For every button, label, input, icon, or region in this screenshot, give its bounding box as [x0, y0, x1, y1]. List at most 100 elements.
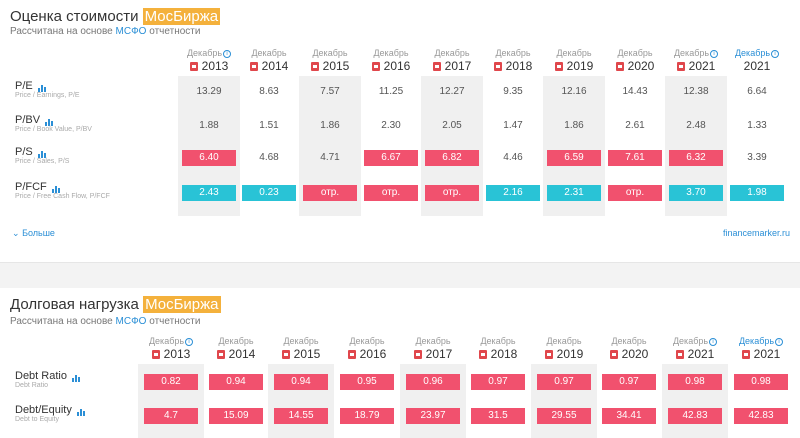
- column-header[interactable]: Декабрь 2016: [336, 336, 398, 361]
- ifrs-link[interactable]: МСФО: [115, 316, 147, 327]
- pdf-icon[interactable]: [371, 62, 380, 71]
- column-year: 2019: [543, 59, 605, 73]
- row-label: P/E Price / Earnings, P/E: [15, 80, 80, 99]
- source-link[interactable]: financemarker.ru: [722, 228, 790, 238]
- column-header[interactable]: Декабрь 2017: [421, 48, 483, 73]
- value-cell: 15.09: [209, 408, 263, 424]
- bar-chart-icon[interactable]: [71, 370, 81, 382]
- column-year: 2017: [402, 347, 464, 361]
- value-cell: отр.: [364, 185, 418, 201]
- column-header[interactable]: Декабрь 2019: [543, 48, 605, 73]
- value-cell: 2.16: [486, 185, 540, 201]
- column-year: 2017: [421, 59, 483, 73]
- pdf-icon[interactable]: [609, 350, 618, 359]
- section-divider: [0, 262, 800, 288]
- valuation-title: Оценка стоимости МосБиржа: [10, 8, 221, 25]
- info-icon[interactable]: i: [771, 50, 780, 58]
- pdf-icon[interactable]: [189, 62, 198, 71]
- column-header[interactable]: Декабрь 2020: [604, 48, 666, 73]
- metric-description: Debt Ratio: [15, 382, 49, 389]
- column-header[interactable]: Декабрь 2015: [299, 48, 361, 73]
- value-cell: 1.98: [730, 185, 784, 201]
- column-year: 2014: [205, 347, 267, 361]
- ifrs-link[interactable]: МСФО: [115, 26, 147, 37]
- bar-chart-icon[interactable]: [37, 80, 47, 92]
- info-icon[interactable]: i: [710, 50, 719, 58]
- pdf-icon[interactable]: [544, 350, 553, 359]
- bar-chart-icon[interactable]: [37, 146, 47, 158]
- column-header[interactable]: Декабрь 2018: [467, 336, 529, 361]
- column-year: 2015: [270, 347, 332, 361]
- column-month: Декабрь i: [140, 336, 202, 346]
- column-header[interactable]: Декабрь 2014: [238, 48, 300, 73]
- pdf-icon[interactable]: [554, 62, 563, 71]
- value-cell: 14.55: [274, 408, 328, 424]
- pdf-icon[interactable]: [478, 350, 487, 359]
- value-cell: 0.96: [406, 374, 460, 390]
- column-year: 2020: [604, 59, 666, 73]
- value-cell: 11.25: [378, 86, 404, 97]
- column-month: Декабрь: [349, 336, 385, 346]
- column-header[interactable]: Декабрь i 2021: [730, 336, 792, 361]
- column-year: 2013: [140, 347, 202, 361]
- info-icon[interactable]: i: [775, 338, 784, 346]
- metric-description: Price / Free Cash Flow, P/FCF: [15, 193, 110, 200]
- pdf-icon[interactable]: [413, 350, 422, 359]
- metric-name: Debt Ratio: [15, 370, 81, 382]
- info-icon[interactable]: i: [185, 338, 194, 346]
- value-cell: 12.27: [439, 86, 465, 97]
- value-cell: 0.97: [602, 374, 656, 390]
- value-cell: 4.68: [259, 152, 279, 163]
- column-header[interactable]: Декабрь 2017: [402, 336, 464, 361]
- column-year: 2018: [482, 59, 544, 73]
- value-cell: 1.86: [320, 120, 340, 131]
- debt-subtitle: Рассчитана на основе МСФО отчетности: [10, 316, 201, 327]
- bar-chart-icon[interactable]: [76, 404, 86, 416]
- column-header[interactable]: Декабрь i 2021: [665, 48, 727, 73]
- pdf-icon[interactable]: [347, 350, 356, 359]
- value-cell: 0.23: [242, 185, 296, 201]
- value-cell: 2.61: [625, 120, 645, 131]
- column-header[interactable]: Декабрь i 2021: [726, 48, 788, 73]
- pdf-icon[interactable]: [432, 62, 441, 71]
- pdf-icon[interactable]: [281, 350, 290, 359]
- value-cell: 1.88: [199, 120, 219, 131]
- column-month: Декабрь: [415, 336, 451, 346]
- bar-chart-icon[interactable]: [45, 114, 54, 126]
- debt-title: Долговая нагрузка МосБиржа: [10, 296, 221, 313]
- column-year: 2015: [299, 59, 361, 73]
- column-header[interactable]: Декабрь i 2021: [664, 336, 726, 361]
- pdf-icon[interactable]: [615, 62, 624, 71]
- value-cell: 1.47: [503, 120, 523, 131]
- pdf-icon[interactable]: [151, 350, 160, 359]
- pdf-icon[interactable]: [249, 62, 258, 71]
- value-cell: 0.82: [144, 374, 198, 390]
- info-icon[interactable]: i: [709, 338, 718, 346]
- column-header[interactable]: Декабрь 2015: [270, 336, 332, 361]
- metric-name: P/E: [15, 80, 80, 92]
- column-header[interactable]: Декабрь 2020: [598, 336, 660, 361]
- pdf-icon[interactable]: [493, 62, 502, 71]
- info-icon[interactable]: i: [223, 50, 232, 58]
- pdf-icon[interactable]: [676, 62, 685, 71]
- pdf-icon[interactable]: [741, 350, 750, 359]
- column-header[interactable]: Декабрь 2019: [533, 336, 595, 361]
- column-header[interactable]: Декабрь i 2013: [140, 336, 202, 361]
- value-cell: 0.95: [340, 374, 394, 390]
- column-header[interactable]: Декабрь 2016: [360, 48, 422, 73]
- column-year: 2019: [533, 347, 595, 361]
- bar-chart-icon[interactable]: [51, 181, 61, 193]
- column-month: Декабрь: [546, 336, 582, 346]
- pdf-icon[interactable]: [310, 62, 319, 71]
- column-month: Декабрь: [480, 336, 516, 346]
- column-header[interactable]: Декабрь 2018: [482, 48, 544, 73]
- column-header[interactable]: Декабрь i 2013: [178, 48, 240, 73]
- column-year: 2016: [336, 347, 398, 361]
- more-link[interactable]: ⌄ Больше: [12, 228, 55, 238]
- pdf-icon[interactable]: [216, 350, 225, 359]
- column-month: Декабрь i: [178, 48, 240, 58]
- value-cell: 14.43: [622, 86, 648, 97]
- column-header[interactable]: Декабрь 2014: [205, 336, 267, 361]
- pdf-icon[interactable]: [675, 350, 684, 359]
- value-cell: 6.67: [364, 150, 418, 166]
